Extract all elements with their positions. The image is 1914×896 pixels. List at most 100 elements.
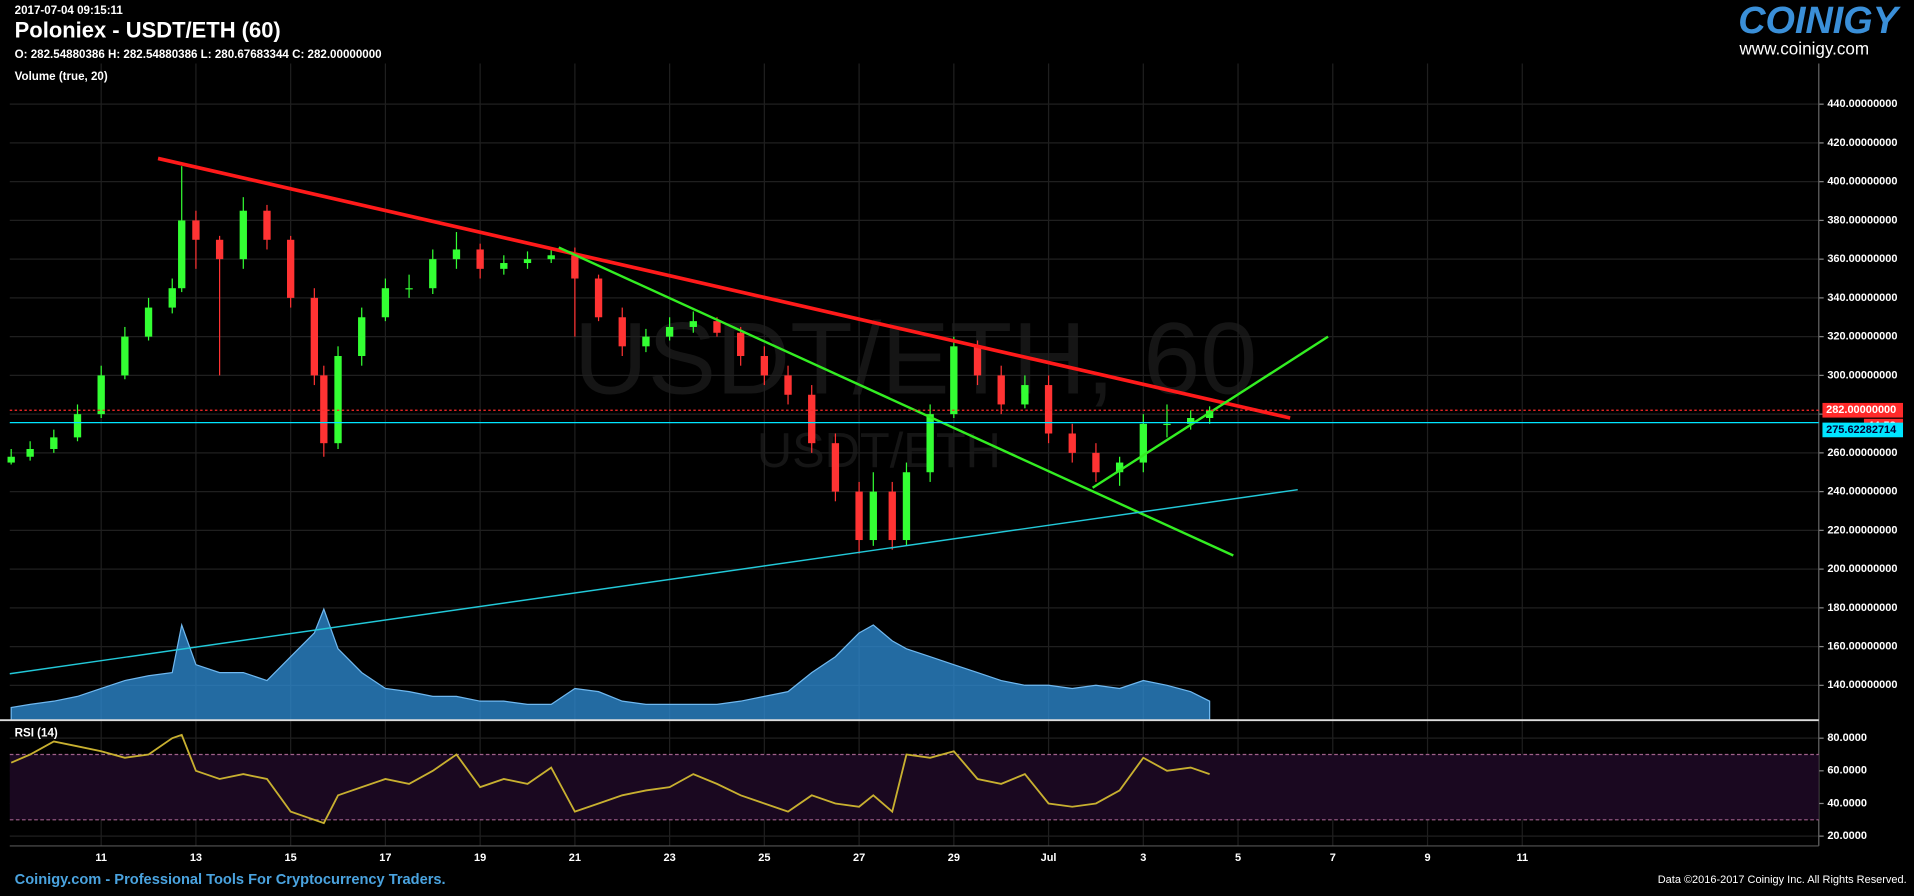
candle-body [831, 443, 840, 492]
rsi-line [10, 733, 1210, 825]
candle-body [869, 491, 877, 541]
candle-body [452, 249, 461, 260]
y-tick-label: 40.0000 [1827, 797, 1867, 809]
candle-body [334, 356, 342, 444]
price-label: 282.00000000 [1826, 404, 1896, 416]
y-tick-label: 160.00000000 [1827, 640, 1897, 652]
candle-body [571, 255, 579, 279]
candle-body [239, 210, 247, 260]
candle-body [689, 321, 697, 327]
candle-body [500, 263, 508, 269]
y-tick-label: 60.0000 [1827, 765, 1867, 777]
timestamp: 2017-07-04 09:15:11 [15, 5, 124, 17]
candle-body [215, 239, 224, 260]
ohlc: O: 282.54880386 H: 282.54880386 L: 280.6… [15, 49, 382, 61]
y-tick-label: 180.00000000 [1827, 602, 1897, 614]
candle-body [902, 472, 911, 541]
footer-right: Data ©2016-2017 Coinigy Inc. All Rights … [1658, 874, 1907, 886]
candle-body [26, 448, 34, 457]
footer-left: Coinigy.com - Professional Tools For Cry… [15, 872, 446, 888]
x-tick-label: 3 [1140, 852, 1146, 864]
x-tick-label: 25 [758, 852, 770, 864]
x-tick-label: 29 [948, 852, 960, 864]
y-tick-label: 320.00000000 [1827, 331, 1897, 343]
candle-body [192, 220, 200, 240]
x-tick-label: 11 [1516, 852, 1528, 864]
candle-body [121, 336, 129, 376]
x-tick-label: 21 [569, 852, 581, 864]
candle-body [618, 317, 626, 347]
candle-body [926, 414, 934, 473]
candle-body [263, 210, 271, 240]
candle-body [1044, 385, 1053, 434]
candle-body [737, 332, 745, 357]
y-tick-label: 400.00000000 [1827, 176, 1897, 188]
candle-body [973, 346, 982, 376]
candle-body [665, 326, 674, 337]
candle-body [713, 321, 721, 333]
candle-body [7, 456, 15, 463]
logo-url: www.coinigy.com [1738, 40, 1869, 59]
y-tick-label: 80.0000 [1827, 732, 1867, 744]
y-tick-label: 20.0000 [1827, 830, 1867, 842]
title: Poloniex - USDT/ETH (60) [15, 18, 281, 43]
y-tick-label: 220.00000000 [1827, 524, 1897, 536]
x-tick-label: 9 [1424, 852, 1430, 864]
candle-body [476, 249, 484, 269]
y-tick-label: 140.00000000 [1827, 679, 1897, 691]
x-tick-label: 17 [379, 852, 391, 864]
candle-body [144, 307, 153, 337]
candle-body [1139, 423, 1147, 463]
candle-body [1068, 433, 1076, 453]
candle-body [50, 437, 58, 449]
candle-body [1115, 462, 1124, 473]
y-tick-label: 200.00000000 [1827, 563, 1897, 575]
price-label-box [1822, 422, 1904, 438]
candle-body [1205, 410, 1214, 419]
candle-body [381, 288, 390, 318]
candle-body [429, 259, 437, 289]
rsi-band [9, 754, 1819, 820]
price-label: 275.62282714 [1826, 424, 1897, 436]
trendline [9, 488, 1298, 675]
candle-body [547, 255, 555, 260]
candle-body [594, 278, 603, 318]
candle-body [855, 491, 863, 541]
candle-body [1021, 385, 1029, 405]
x-tick-label: 19 [474, 852, 486, 864]
candle-body [97, 375, 105, 415]
candle-body [310, 297, 319, 376]
candle-body [888, 491, 896, 541]
candle-body [287, 239, 295, 298]
y-tick-label: 380.00000000 [1827, 214, 1897, 226]
x-tick-label: 13 [190, 852, 202, 864]
y-tick-label: 340.00000000 [1827, 292, 1897, 304]
x-tick-label: 27 [853, 852, 865, 864]
trendline [1091, 335, 1329, 489]
watermark-sub: USDT/ETH [757, 424, 1001, 478]
candle-body [178, 220, 186, 289]
logo: COINIGY [1738, 0, 1902, 42]
trendline [157, 156, 1291, 420]
candle-body [760, 356, 769, 376]
trendline [558, 246, 1234, 557]
y-tick-label: 300.00000000 [1827, 369, 1897, 381]
volume-label: Volume (true, 20) [15, 71, 108, 83]
candle-body [320, 375, 328, 444]
candle-body [73, 414, 82, 438]
candle-body [1187, 418, 1195, 424]
y-tick-label: 440.00000000 [1827, 98, 1897, 110]
candle-body [405, 288, 413, 290]
x-tick-label: 7 [1330, 852, 1336, 864]
x-tick-label: 23 [664, 852, 676, 864]
candle-body [950, 346, 958, 415]
rsi-label: RSI (14) [15, 728, 58, 740]
price-label-box [1822, 402, 1904, 418]
y-tick-label: 240.00000000 [1827, 486, 1897, 498]
y-tick-label: 420.00000000 [1827, 137, 1897, 149]
candle-body [1163, 423, 1171, 426]
candle-body [1092, 452, 1100, 473]
